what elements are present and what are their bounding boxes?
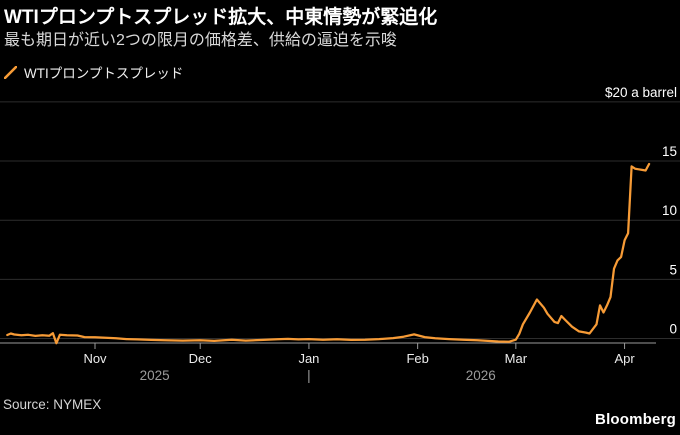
x-axis-year-label: 2025 xyxy=(140,368,170,383)
y-axis-tick-label: $20 a barrel xyxy=(605,85,677,100)
y-axis-tick-label: 10 xyxy=(662,203,677,218)
x-axis-year-label: 2026 xyxy=(466,368,496,383)
bloomberg-logo: Bloomberg xyxy=(595,411,676,428)
x-axis-month-label: Dec xyxy=(189,351,213,366)
series-line xyxy=(6,162,651,345)
series-slash-icon xyxy=(3,65,18,79)
x-axis-month-label: Nov xyxy=(83,351,107,366)
chart-legend: WTIプロンプトスプレッド xyxy=(3,62,184,82)
y-axis-tick-label: 15 xyxy=(662,144,677,159)
y-axis-tick-label: 5 xyxy=(669,262,677,277)
x-axis-month-label: Jan xyxy=(298,351,319,366)
chart-subtitle: 最も期日が近い2つの限月の価格差、供給の逼迫を示唆 xyxy=(4,32,397,49)
year-divider-mark: | xyxy=(307,368,311,383)
y-axis-tick-label: 0 xyxy=(669,322,677,337)
x-axis-month-label: Feb xyxy=(406,351,428,366)
source-label: Source: NYMEX xyxy=(3,397,102,412)
legend-series-label: WTIプロンプトスプレッド xyxy=(24,66,184,81)
chart-title: WTIプロンプトスプレッド拡大、中東情勢が緊迫化 xyxy=(4,7,438,28)
x-axis-month-label: Mar xyxy=(505,351,528,366)
x-axis-month-label: Apr xyxy=(614,351,635,366)
